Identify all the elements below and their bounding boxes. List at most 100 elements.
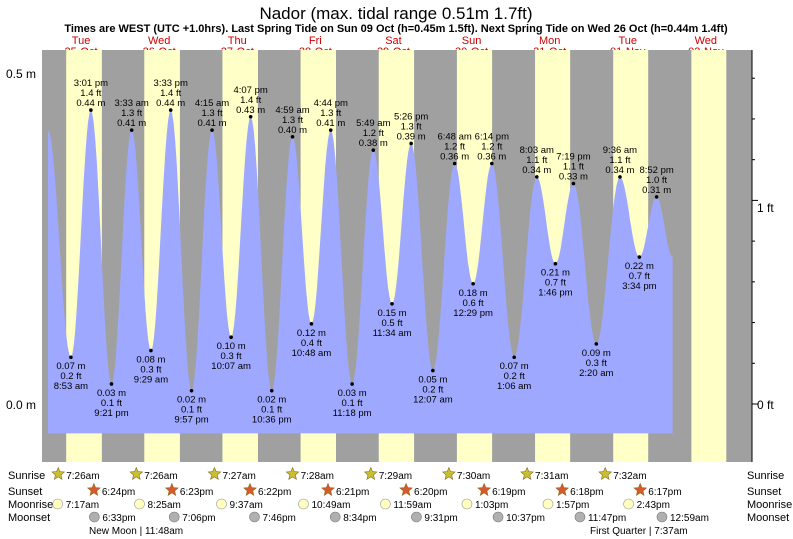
- tide-label: 9:36 am: [603, 145, 637, 156]
- tide-label: 0.31 m: [642, 185, 671, 196]
- sunset-time: 6:20pm: [414, 487, 447, 498]
- row-label-moonrise-right: Moonrise: [747, 499, 792, 511]
- tide-label: 0.34 m: [605, 165, 634, 176]
- tide-point: [471, 281, 475, 286]
- tide-label: 1.3 ft: [401, 121, 422, 132]
- tide-label: 11:34 am: [373, 328, 412, 339]
- moonset-icon: [574, 511, 586, 523]
- moonrise-time: 9:37am: [229, 500, 262, 511]
- tide-label: 6:48 am: [437, 132, 471, 143]
- sun-moon-rows: Sunrise Sunset Moonrise Moonset Sunrise …: [8, 466, 792, 524]
- day-name: Thu: [228, 35, 247, 47]
- tide-point: [109, 382, 114, 386]
- tide-point: [229, 335, 233, 340]
- chart-title: Nador (max. tidal range 0.51m 1.7ft): [259, 4, 532, 23]
- tide-point: [328, 128, 333, 132]
- tide-label: 4:44 pm: [314, 98, 348, 109]
- tide-label: 10:48 am: [292, 348, 332, 359]
- tide-label: 0.2 ft: [60, 371, 81, 382]
- tide-point: [390, 302, 394, 306]
- tide-point: [168, 108, 173, 112]
- tide-label: 0.02 m: [177, 395, 206, 406]
- tide-label: 4:15 am: [195, 98, 229, 109]
- tide-point: [553, 261, 558, 266]
- day-name: Tue: [72, 35, 91, 47]
- y-tick-0-ft: 0 ft: [757, 398, 774, 412]
- sunset-icon: [164, 482, 179, 496]
- tide-label: 3:33 pm: [154, 78, 188, 89]
- sunrise-icon: [51, 466, 66, 480]
- tide-label: 10:36 pm: [252, 415, 292, 426]
- day-name: Wed: [695, 35, 717, 47]
- tide-point: [69, 355, 73, 360]
- tide-label: 0.03 m: [338, 388, 367, 399]
- moonrise-time: 10:49am: [311, 500, 350, 511]
- sunrise-icon: [441, 466, 456, 480]
- tide-label: 9:57 pm: [174, 415, 208, 426]
- sunset-icon: [86, 482, 101, 496]
- tide-label: 1.3 ft: [201, 108, 222, 119]
- moonset-icon: [249, 511, 260, 523]
- tide-label: 12:29 pm: [453, 308, 493, 319]
- tide-label: 0.07 m: [500, 361, 529, 372]
- moonset-time: 6:33pm: [102, 513, 135, 524]
- tide-label: 0.34 m: [522, 165, 551, 176]
- moonset-icon: [411, 511, 422, 523]
- tide-label: 0.43 m: [236, 105, 265, 116]
- row-label-sunrise-right: Sunrise: [747, 470, 784, 482]
- tide-label: 0.36 m: [440, 152, 469, 163]
- day-name: Tue: [618, 35, 637, 47]
- tide-curve: [48, 110, 673, 434]
- day-name: Fri: [309, 35, 322, 47]
- moonset-icon: [492, 511, 504, 523]
- moonset-time: 10:37pm: [506, 513, 545, 524]
- tide-label: 8:52 pm: [639, 165, 673, 176]
- tide-label: 6:14 pm: [475, 132, 509, 143]
- tide-label: 12:07 am: [413, 395, 453, 406]
- moonset-time: 7:46pm: [263, 513, 296, 524]
- moonrise-icon: [542, 498, 554, 510]
- row-label-moonset-left: Moonset: [8, 512, 50, 524]
- moonrise-icon: [52, 498, 64, 510]
- tide-label: 0.05 m: [418, 375, 447, 386]
- tide-point: [210, 128, 214, 132]
- y-tick-1-ft: 1 ft: [757, 201, 774, 215]
- moonset-icon: [89, 511, 100, 523]
- tide-label: 8:03 am: [520, 145, 554, 156]
- sunset-icon: [321, 482, 335, 496]
- tide-point: [269, 388, 274, 393]
- tide-label: 0.15 m: [378, 308, 407, 319]
- tide-label: 0.41 m: [198, 118, 227, 129]
- tide-label: 1.2 ft: [363, 128, 384, 139]
- tide-label: 0.3 ft: [221, 351, 242, 362]
- tide-point: [452, 161, 457, 166]
- day-name: Mon: [539, 35, 560, 47]
- tide-label: 0.41 m: [316, 118, 345, 129]
- daylight-band: [691, 50, 727, 462]
- tide-label: 0.12 m: [297, 328, 326, 339]
- tide-label: 3:33 am: [114, 98, 148, 109]
- sunrise-time: 7:30am: [457, 471, 490, 482]
- sunset-icon: [633, 482, 648, 496]
- tide-point: [654, 195, 659, 199]
- sunset-time: 6:22pm: [258, 487, 291, 498]
- sunset-time: 6:21pm: [336, 487, 369, 498]
- tide-point: [309, 322, 314, 326]
- moonset-time: 7:06pm: [182, 513, 215, 524]
- tide-point: [248, 114, 253, 119]
- tide-point: [409, 141, 413, 146]
- y-tick-zero-m: 0.0 m: [6, 398, 36, 412]
- sunrise-icon: [598, 466, 613, 480]
- moonset-time: 8:34pm: [343, 513, 376, 524]
- tide-label: 5:26 pm: [394, 111, 428, 122]
- tide-label: 0.36 m: [477, 152, 506, 163]
- tide-point: [189, 388, 194, 393]
- phase-first-quarter: First Quarter | 7:37am: [590, 526, 688, 537]
- tide-label: 11:18 pm: [333, 408, 372, 419]
- tide-label: 0.07 m: [56, 361, 85, 372]
- tide-label: 1.2 ft: [444, 142, 465, 153]
- tide-label: 0.40 m: [278, 125, 307, 136]
- tide-label: 9:21 pm: [94, 408, 128, 419]
- tide-label: 0.39 m: [397, 131, 426, 142]
